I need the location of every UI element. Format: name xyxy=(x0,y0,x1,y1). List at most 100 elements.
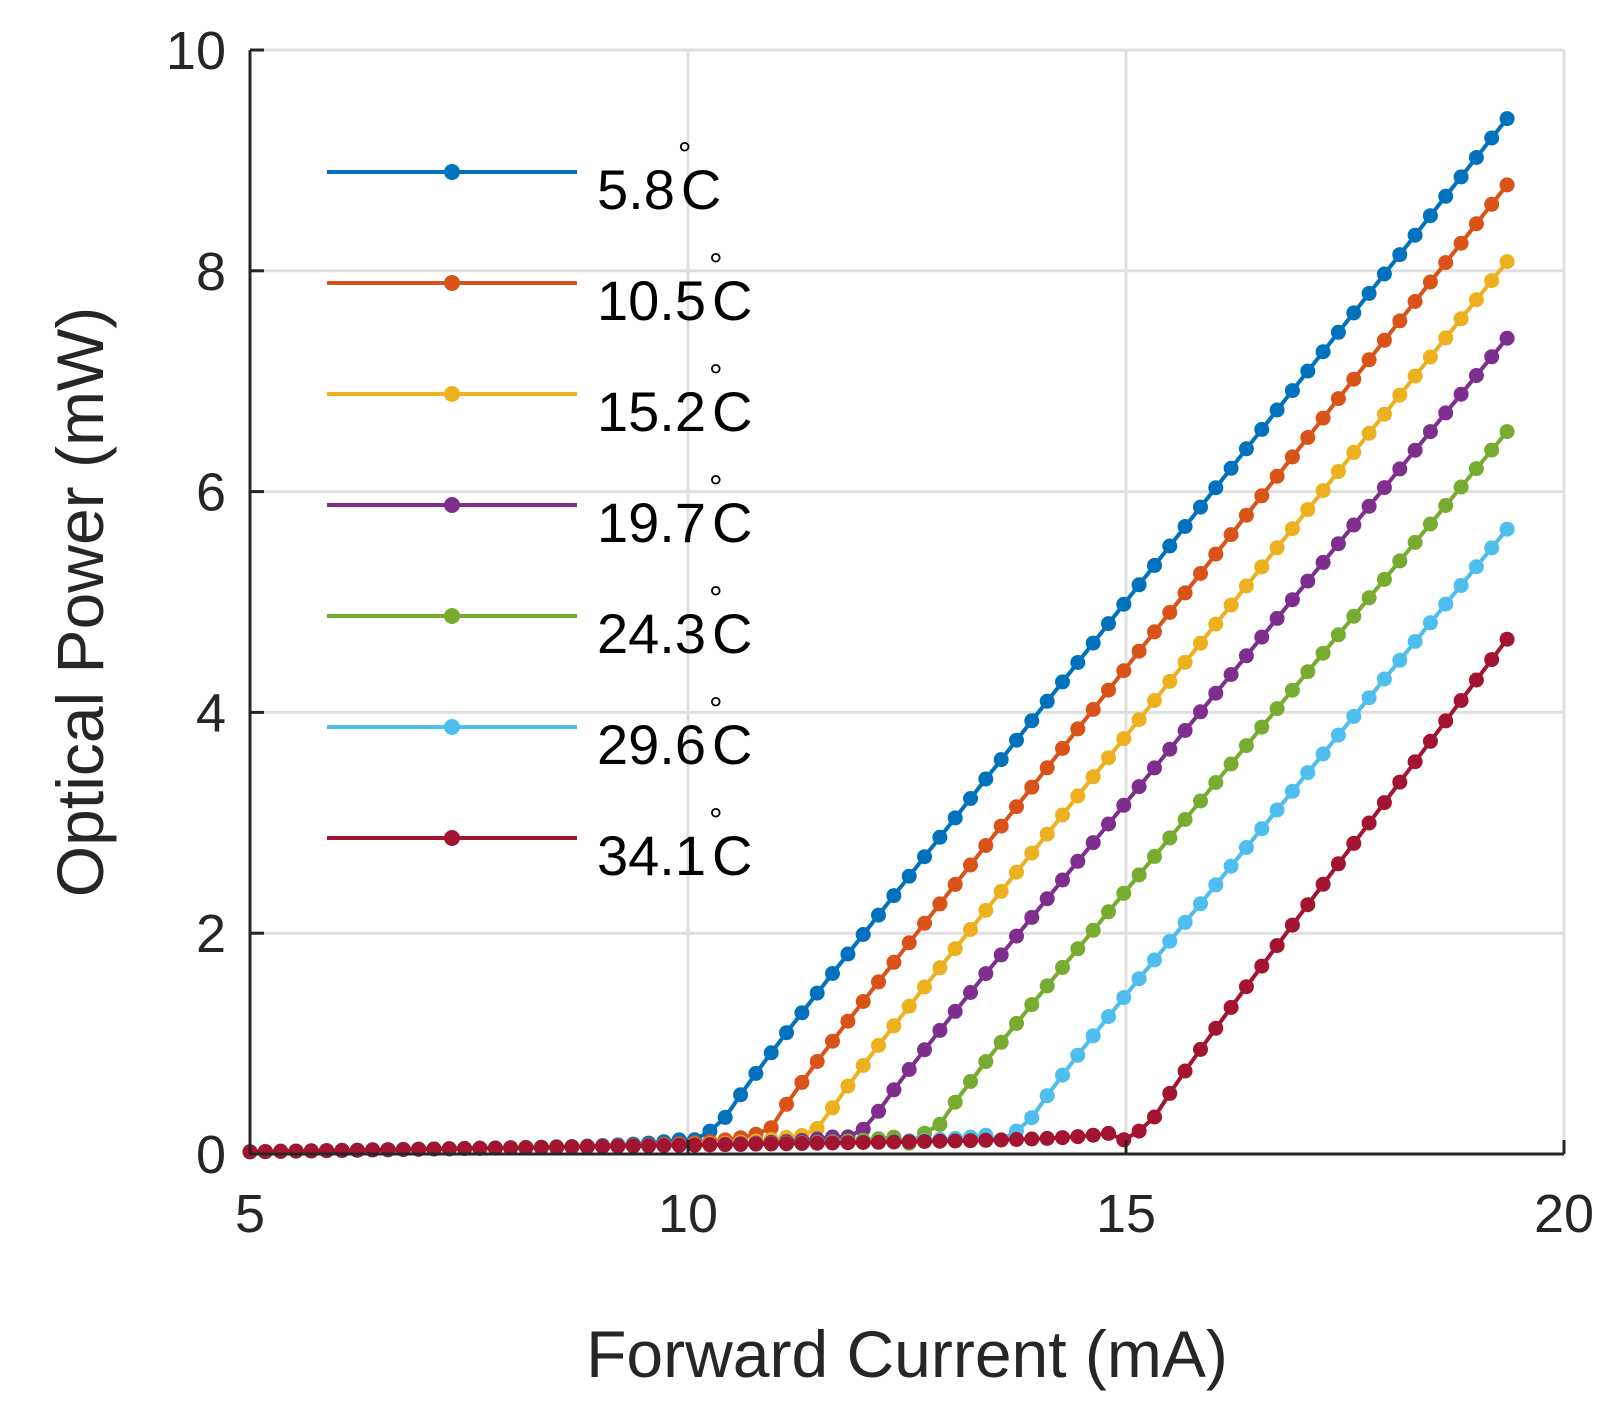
data-point xyxy=(978,966,994,982)
legend-unit: C xyxy=(712,491,752,554)
series-34.1 xyxy=(242,631,1515,1160)
data-point xyxy=(978,1054,994,1070)
legend-item: 34.1°C xyxy=(327,802,752,887)
data-point xyxy=(1438,498,1454,513)
data-point xyxy=(1300,765,1316,781)
data-point xyxy=(1468,461,1484,477)
data-point xyxy=(564,1139,580,1155)
data-point xyxy=(1085,635,1101,651)
data-point xyxy=(886,1082,902,1098)
data-point xyxy=(794,1135,810,1151)
data-point xyxy=(932,1022,948,1038)
data-point xyxy=(779,1096,794,1112)
data-point xyxy=(1376,332,1392,348)
legend-marker xyxy=(444,275,460,291)
data-point xyxy=(1039,978,1055,994)
data-point xyxy=(1009,1132,1024,1147)
data-point xyxy=(1009,732,1024,748)
data-point xyxy=(1315,645,1331,661)
data-point xyxy=(1346,835,1362,851)
data-point xyxy=(1208,1020,1224,1036)
data-point xyxy=(1177,914,1193,930)
data-point xyxy=(1438,188,1454,204)
data-point xyxy=(1392,553,1408,569)
data-point xyxy=(779,1025,794,1041)
legend-unit: C xyxy=(681,158,721,221)
data-point xyxy=(1484,196,1500,212)
data-point xyxy=(1193,499,1208,515)
data-point xyxy=(1147,848,1162,864)
data-point xyxy=(1269,802,1285,818)
data-point xyxy=(1208,775,1224,790)
data-point xyxy=(1193,896,1208,912)
data-point xyxy=(1392,652,1408,668)
data-point xyxy=(1392,774,1408,790)
data-point xyxy=(1101,904,1116,920)
data-point xyxy=(1039,693,1055,709)
data-point xyxy=(1468,672,1484,688)
data-point xyxy=(1009,864,1024,880)
data-point xyxy=(1407,294,1423,309)
data-point xyxy=(963,1074,978,1089)
data-point xyxy=(1208,616,1224,632)
data-point xyxy=(794,1074,810,1090)
legend-degree: ° xyxy=(709,469,723,507)
legend-unit: C xyxy=(712,713,752,776)
data-point xyxy=(1392,247,1408,263)
data-point xyxy=(1055,872,1070,888)
data-point xyxy=(457,1141,473,1156)
data-point xyxy=(273,1143,289,1159)
data-point xyxy=(1407,368,1423,384)
data-point xyxy=(1453,311,1469,327)
data-point xyxy=(1131,577,1147,593)
data-point xyxy=(1238,979,1254,995)
data-point xyxy=(1438,596,1454,612)
data-point xyxy=(1330,856,1346,872)
data-point xyxy=(855,994,871,1009)
data-point xyxy=(1407,227,1423,243)
data-point xyxy=(947,876,963,892)
data-point xyxy=(1208,877,1224,893)
data-point xyxy=(1269,938,1285,954)
data-point xyxy=(1269,540,1285,556)
data-point xyxy=(1039,1088,1055,1104)
data-point xyxy=(1147,1109,1162,1125)
data-point xyxy=(1315,344,1331,360)
data-point xyxy=(993,1034,1009,1050)
data-point xyxy=(932,1116,948,1132)
tick-labels: 5 10 15 20 0 2 4 6 8 10 xyxy=(166,21,1594,1244)
legend-unit: C xyxy=(712,602,752,665)
data-point xyxy=(763,1136,779,1152)
data-point xyxy=(1147,952,1162,968)
legend-degree: ° xyxy=(709,247,723,285)
legend-unit: C xyxy=(712,269,752,332)
data-point xyxy=(809,1135,825,1151)
data-point xyxy=(871,1103,886,1119)
data-point xyxy=(549,1139,565,1155)
data-point xyxy=(1070,788,1086,804)
data-point xyxy=(1438,713,1454,729)
legend-item: 29.6°C xyxy=(327,691,752,776)
data-point xyxy=(1392,461,1408,477)
data-point xyxy=(1223,667,1239,682)
data-point xyxy=(1147,693,1162,708)
data-point xyxy=(518,1140,534,1156)
legend-item: 24.3°C xyxy=(327,580,752,665)
data-point xyxy=(1438,330,1454,346)
legend-degree: ° xyxy=(709,691,723,729)
data-point xyxy=(1101,750,1116,766)
data-point xyxy=(1422,274,1438,290)
data-point xyxy=(1438,405,1454,421)
legend-label: 29.6 xyxy=(597,713,706,776)
data-point xyxy=(1330,536,1346,552)
data-point xyxy=(871,1037,886,1053)
data-point xyxy=(1070,721,1086,737)
data-point xyxy=(1484,540,1500,556)
data-point xyxy=(1208,480,1224,496)
legend-item: 10.5°C xyxy=(327,247,752,332)
data-point xyxy=(1147,557,1162,573)
data-point xyxy=(1223,756,1239,772)
data-point xyxy=(963,791,978,806)
data-point xyxy=(702,1123,718,1139)
